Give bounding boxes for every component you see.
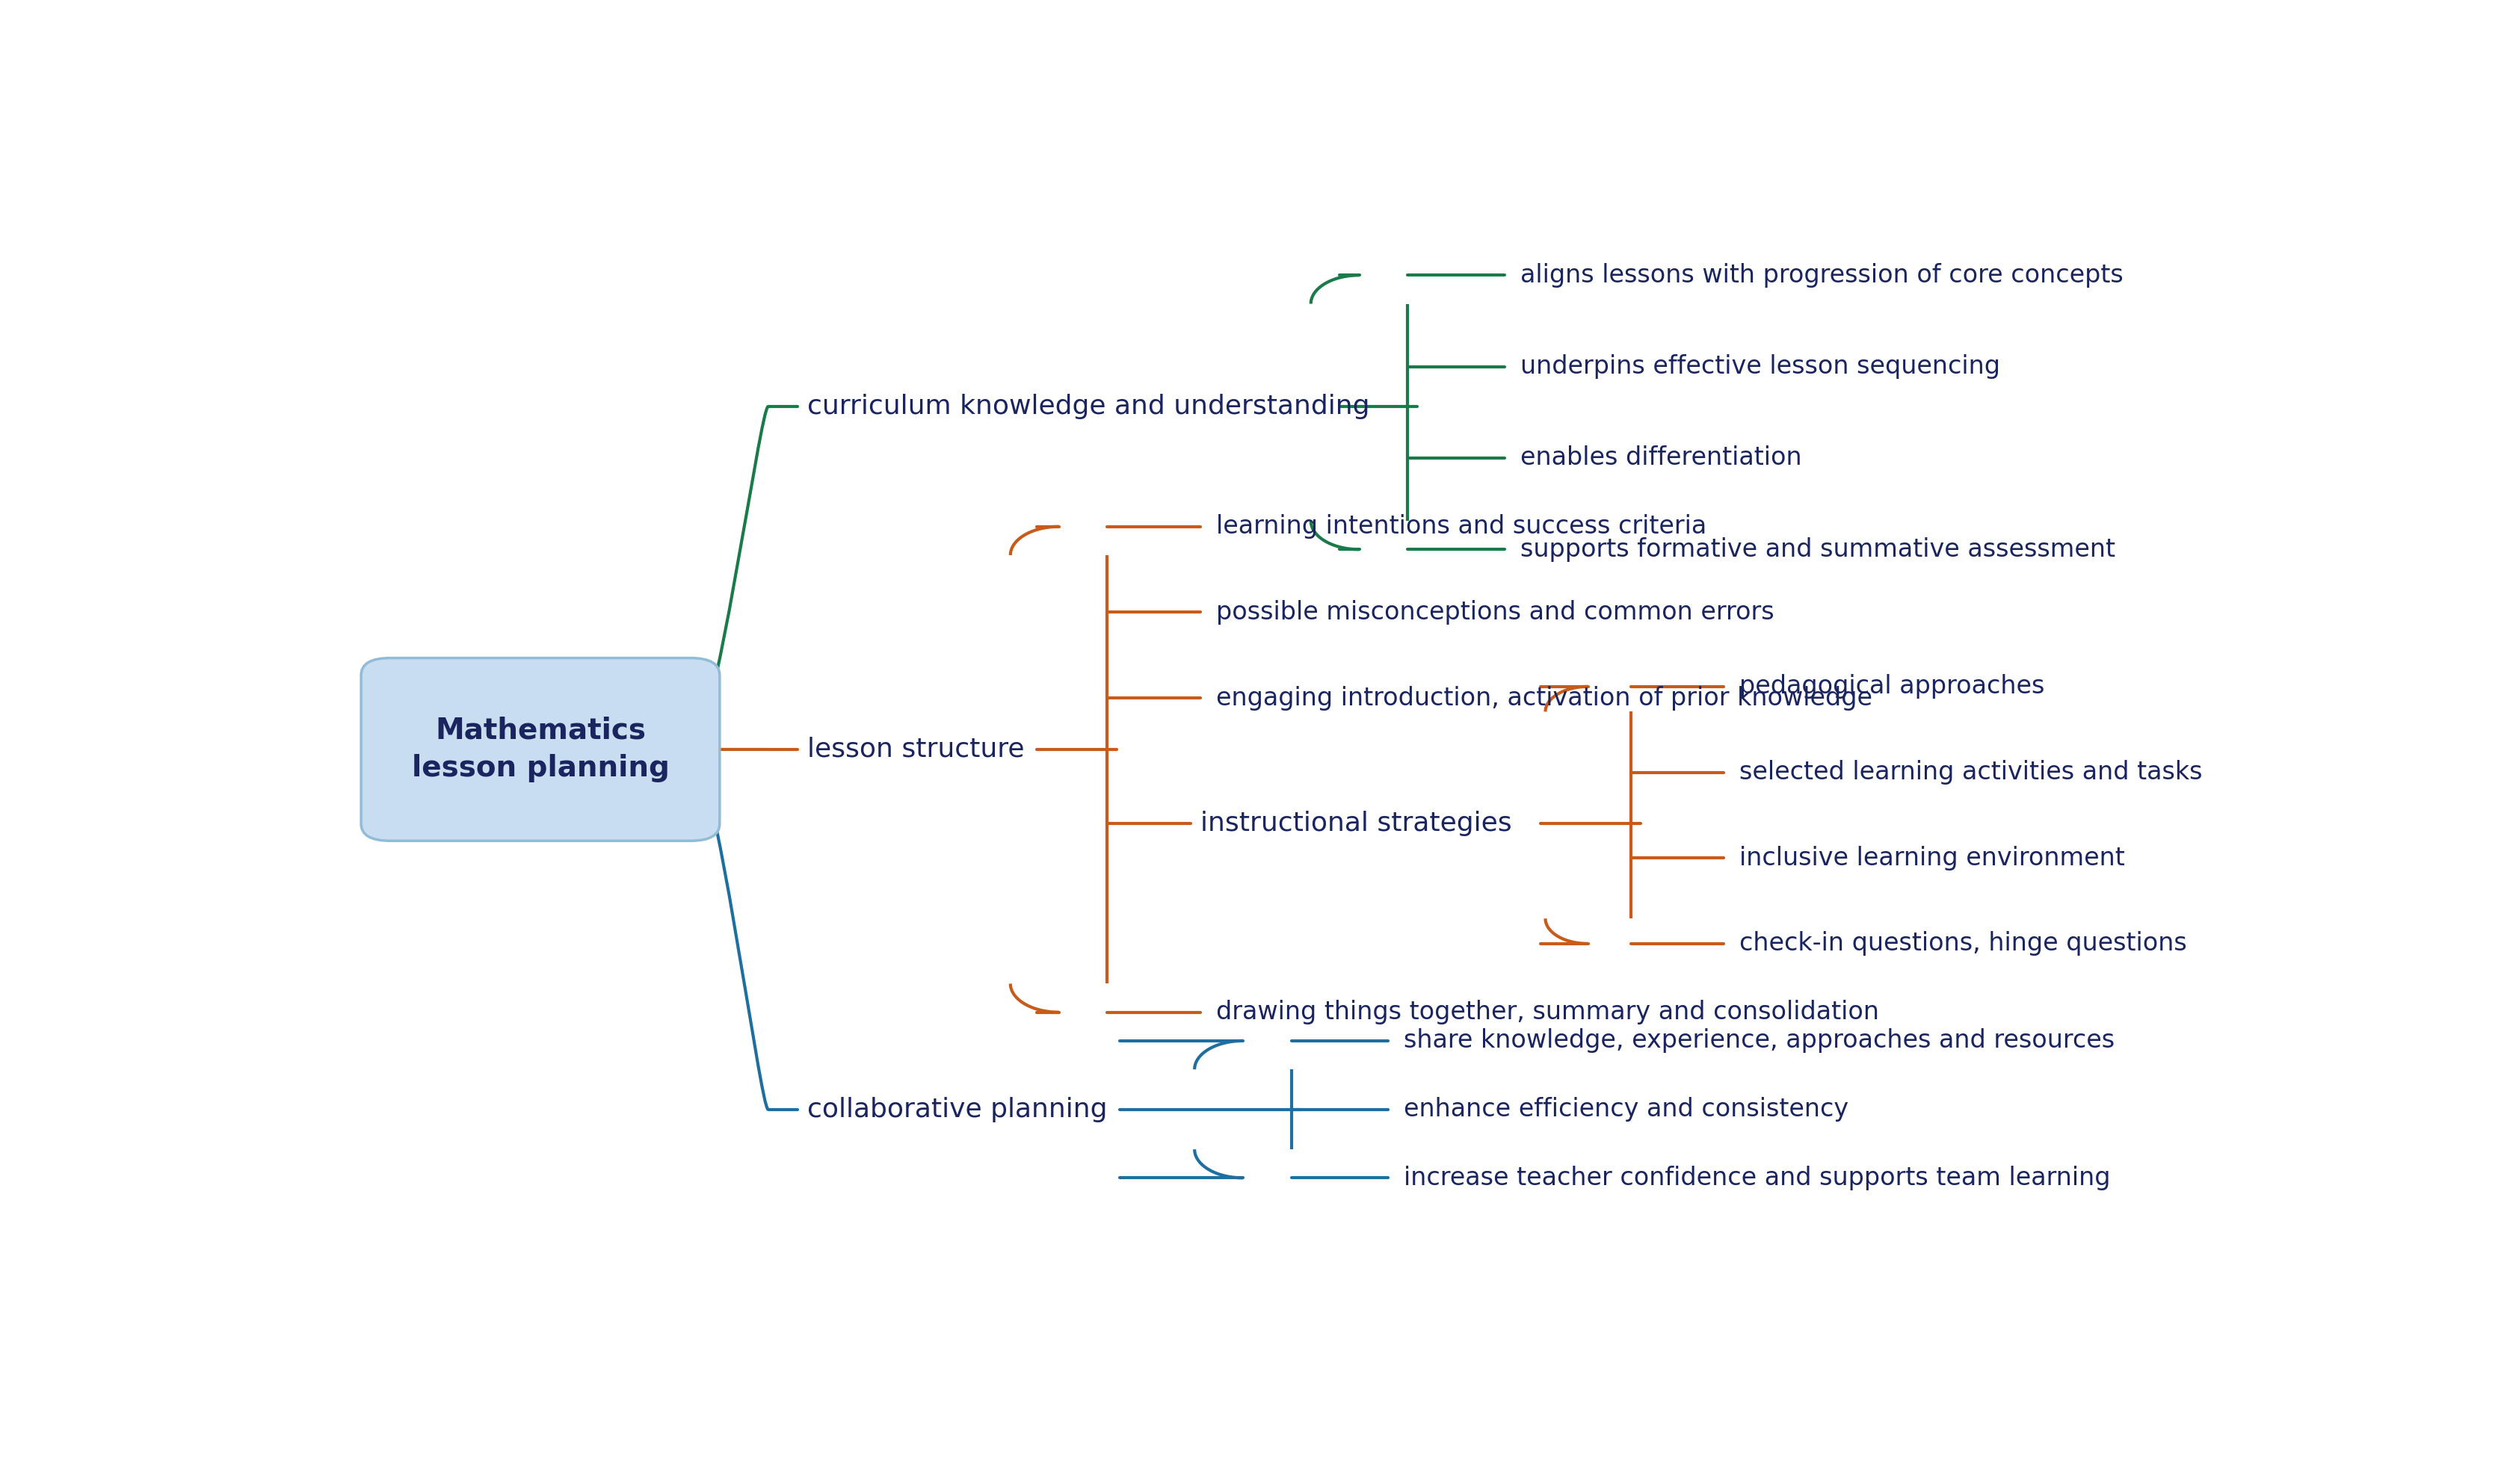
Text: inclusive learning environment: inclusive learning environment bbox=[1738, 846, 2126, 870]
Text: lesson structure: lesson structure bbox=[808, 736, 1023, 763]
Text: pedagogical approaches: pedagogical approaches bbox=[1738, 674, 2043, 699]
Text: instructional strategies: instructional strategies bbox=[1200, 810, 1511, 837]
Text: underpins effective lesson sequencing: underpins effective lesson sequencing bbox=[1521, 355, 2001, 378]
Text: collaborative planning: collaborative planning bbox=[808, 1097, 1108, 1122]
Text: aligns lessons with progression of core concepts: aligns lessons with progression of core … bbox=[1521, 263, 2123, 288]
Text: engaging introduction, activation of prior knowledge: engaging introduction, activation of pri… bbox=[1215, 686, 1873, 711]
Text: check-in questions, hinge questions: check-in questions, hinge questions bbox=[1738, 932, 2186, 956]
FancyBboxPatch shape bbox=[360, 657, 720, 841]
Text: learning intentions and success criteria: learning intentions and success criteria bbox=[1215, 515, 1706, 539]
Text: curriculum knowledge and understanding: curriculum knowledge and understanding bbox=[808, 393, 1371, 420]
Text: selected learning activities and tasks: selected learning activities and tasks bbox=[1738, 760, 2203, 785]
Text: enables differentiation: enables differentiation bbox=[1521, 445, 1801, 470]
Text: drawing things together, summary and consolidation: drawing things together, summary and con… bbox=[1215, 1000, 1878, 1024]
Text: supports formative and summative assessment: supports formative and summative assessm… bbox=[1521, 537, 2116, 562]
Text: increase teacher confidence and supports team learning: increase teacher confidence and supports… bbox=[1403, 1165, 2111, 1190]
Text: Mathematics
lesson planning: Mathematics lesson planning bbox=[413, 717, 670, 782]
Text: share knowledge, experience, approaches and resources: share knowledge, experience, approaches … bbox=[1403, 1028, 2116, 1054]
Text: possible misconceptions and common errors: possible misconceptions and common error… bbox=[1215, 600, 1773, 625]
Text: enhance efficiency and consistency: enhance efficiency and consistency bbox=[1403, 1097, 1848, 1122]
